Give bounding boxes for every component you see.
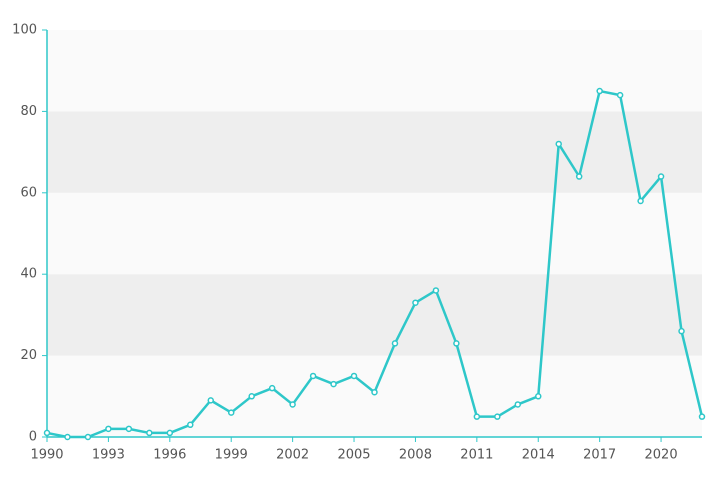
y-tick-label: 40 bbox=[20, 267, 37, 282]
data-point bbox=[596, 87, 603, 95]
data-point bbox=[248, 393, 255, 400]
x-tick-label: 2002 bbox=[276, 448, 309, 463]
data-point bbox=[227, 409, 235, 416]
grid-band bbox=[47, 274, 702, 356]
data-point bbox=[330, 380, 337, 388]
data-point bbox=[412, 299, 419, 306]
data-point bbox=[84, 433, 92, 441]
data-point bbox=[678, 327, 685, 335]
grid-band bbox=[47, 355, 702, 437]
data-point bbox=[43, 429, 51, 437]
data-point bbox=[350, 372, 358, 380]
x-tick-label: 2014 bbox=[522, 448, 555, 463]
data-point bbox=[146, 429, 153, 437]
x-tick-label: 1996 bbox=[153, 448, 186, 463]
data-point bbox=[309, 372, 317, 380]
data-point bbox=[64, 433, 71, 441]
data-point bbox=[268, 384, 276, 392]
data-point bbox=[535, 393, 542, 400]
data-point bbox=[166, 429, 174, 437]
grid-band bbox=[47, 111, 702, 193]
grid-band bbox=[47, 192, 702, 275]
data-point bbox=[125, 425, 133, 433]
data-point bbox=[105, 425, 112, 433]
data-point bbox=[391, 340, 399, 347]
x-tick-label: 1999 bbox=[215, 448, 248, 463]
x-tick-label: 1993 bbox=[92, 448, 125, 463]
data-point bbox=[371, 388, 378, 396]
data-point bbox=[657, 173, 665, 180]
data-point bbox=[494, 413, 501, 420]
data-point bbox=[616, 91, 624, 99]
y-tick-label: 0 bbox=[29, 430, 37, 445]
y-tick-label: 100 bbox=[12, 23, 37, 38]
data-point bbox=[555, 140, 562, 148]
x-tick-label: 2005 bbox=[337, 448, 370, 463]
x-tick-label: 1990 bbox=[30, 448, 63, 463]
y-tick-label: 80 bbox=[20, 104, 37, 119]
data-point bbox=[637, 197, 644, 205]
data-point bbox=[575, 173, 583, 180]
grid-band bbox=[47, 30, 702, 112]
data-point bbox=[187, 421, 194, 429]
data-point bbox=[514, 401, 522, 408]
x-tick-label: 2008 bbox=[399, 448, 432, 463]
data-point bbox=[432, 287, 440, 294]
y-tick-label: 20 bbox=[20, 348, 37, 363]
data-point bbox=[453, 340, 460, 347]
data-point bbox=[473, 413, 481, 420]
x-tick-label: 2017 bbox=[583, 448, 616, 463]
x-tick-label: 2020 bbox=[645, 448, 678, 463]
data-point bbox=[289, 401, 296, 408]
data-point bbox=[207, 397, 214, 404]
y-tick-label: 60 bbox=[20, 185, 37, 200]
x-tick-label: 2011 bbox=[460, 448, 493, 463]
data-point bbox=[698, 413, 706, 420]
